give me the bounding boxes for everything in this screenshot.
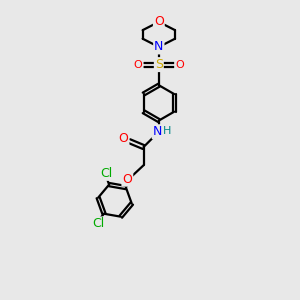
Text: N: N [153,125,162,138]
Text: N: N [154,40,164,53]
Text: O: O [122,172,132,186]
Text: S: S [155,58,163,71]
Text: Cl: Cl [92,218,104,230]
Text: Cl: Cl [100,167,112,180]
Text: O: O [175,60,184,70]
Text: H: H [163,126,171,136]
Text: O: O [134,60,142,70]
Text: O: O [154,15,164,28]
Text: O: O [118,132,128,145]
